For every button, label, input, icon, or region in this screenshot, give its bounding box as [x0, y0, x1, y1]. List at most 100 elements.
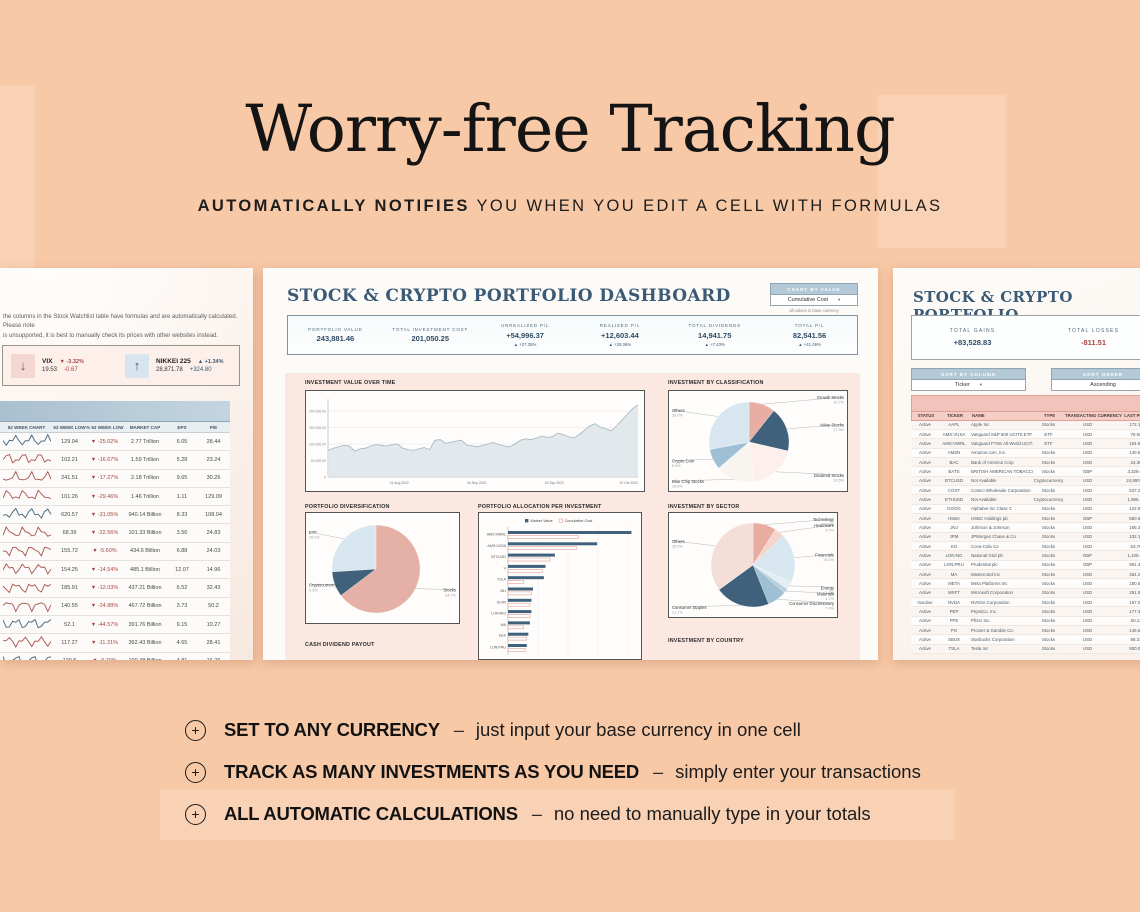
stat-label: UNREALIZED P/L: [500, 323, 550, 328]
chart-label: 15.6%: [672, 485, 683, 489]
page-subtitle: AUTOMATICALLY NOTIFIES YOU WHEN YOU EDIT…: [0, 197, 1140, 216]
eps-cell: 3.56: [176, 530, 188, 537]
week-low-cell: 140.55: [61, 603, 78, 610]
sparkline-cell: [0, 598, 53, 615]
week-low-cell: 185.91: [61, 585, 78, 592]
chart-label: Blue Chip Stocks: [672, 479, 704, 484]
chart-label: Financials: [815, 552, 834, 557]
portfolio-row: Active AAPL Apple Inc Stocks USD 172.10: [911, 420, 1140, 430]
pie-slice: [331, 524, 377, 572]
pe-cell: 24.83: [206, 530, 221, 537]
portfolio-cell: AMS:VUSA: [942, 431, 966, 437]
feature-dash: –: [531, 803, 542, 824]
eps-cell: 4.65: [176, 639, 188, 646]
portfolio-row: Inactive NVDA NVIDIA Corporation Stocks USD 1…: [911, 598, 1140, 608]
dropdown-value[interactable]: Ascending: [1051, 380, 1140, 391]
eps-cell: 12.07: [175, 566, 189, 573]
pe-cell: 16.26: [197, 658, 230, 660]
legend-swatch: [525, 519, 529, 523]
portfolio-cell: Stocks: [1041, 627, 1056, 633]
portfolio-cell: USD: [1082, 581, 1093, 587]
bar-cumulative-cost: [507, 625, 524, 630]
market-cap-cell: 434.6 Billion: [130, 548, 160, 555]
column-header: NAME: [972, 413, 985, 419]
label-line: [777, 599, 834, 604]
portfolio-cell: META: [948, 581, 960, 587]
pe-cell: 108.04: [205, 511, 222, 518]
portfolio-cell: USD: [1082, 590, 1093, 596]
feature-dash: –: [653, 761, 664, 782]
watchlist-note: the columns in the Stock Watchlist table…: [3, 313, 251, 341]
chart-label: 100,000.00: [309, 442, 326, 446]
label-line: [672, 459, 714, 461]
portfolio-cell: Not Available: [971, 496, 997, 502]
arrow-down-icon: ↓: [11, 353, 35, 378]
week-low-cell: 52.1: [64, 621, 75, 628]
stat-label: TOTAL P/L: [794, 323, 825, 328]
eps-cell: 1.11: [176, 493, 188, 500]
portfolio-cell: National Grid plc: [971, 552, 1004, 558]
eps-cell: 9.65: [176, 475, 188, 482]
chart-label: 19.5%: [833, 479, 844, 483]
dropdown-value[interactable]: Cumulative Cost ▾: [770, 295, 858, 306]
chart-label: AMS:VWRL: [487, 533, 506, 537]
portfolio-cell: Active: [919, 459, 931, 465]
sparkline-chart: [2, 602, 51, 613]
week-low-pct-cell: ▼ -22.56%: [90, 530, 119, 537]
portfolio-cell: Coca-Cola Co: [971, 543, 999, 549]
bar-cumulative-cost: [507, 557, 551, 562]
portfolio-cell: 1,109.50: [1127, 552, 1140, 558]
week-low-cell: 154.25: [61, 566, 78, 573]
column-header: % 52 WEEK LOW: [86, 424, 124, 430]
week-low-cell: 102.21: [61, 456, 78, 463]
week-low-cell: 155.72: [61, 548, 78, 555]
portfolio-cell: AMZN: [947, 450, 961, 456]
sparkline-chart: [2, 470, 51, 481]
week-low-pct-cell: ▼ -25.02%: [90, 438, 119, 445]
column-header: TYPE: [1043, 413, 1056, 419]
watchlist-row: 620.57 ▼ -31.05% 940.14 Billion 8.33 108.04: [0, 506, 230, 525]
portfolio-cell: Active: [919, 637, 931, 643]
portfolio-cell: USD: [1082, 543, 1093, 549]
chart-label: Materials: [817, 591, 834, 596]
sparkline-cell: [0, 616, 53, 633]
portfolio-cell: LON:PRU: [944, 562, 964, 568]
label-line: [764, 518, 834, 525]
portfolio-cell: Tesla Inc: [971, 646, 989, 652]
portfolio-cell: 354.27: [1129, 571, 1140, 577]
ticker-name: VIX: [42, 358, 53, 365]
sparkline-chart: [2, 433, 51, 447]
sparkline-cell: [0, 561, 53, 578]
sort-order-dropdown[interactable]: SORT ORDER Ascending: [1051, 368, 1140, 391]
market-row: 19.53 -0.67: [42, 367, 84, 373]
feature-item: + SET TO ANY CURRENCY – just input your bas…: [185, 716, 921, 744]
watchlist-row: 185.91 ▼ -12.03% 437.21 Billion 6.52 32.43: [0, 579, 230, 598]
portfolio-cell: 78.56: [1130, 431, 1140, 437]
sort-by-column-dropdown[interactable]: SORT BY COLUMN Ticker ▾: [911, 368, 1026, 391]
portfolio-cell: HSBC Holdings plc: [971, 515, 1009, 521]
portfolio-row: Active AMZN Amazon.com, Inc. Stocks USD 140.5…: [911, 448, 1140, 458]
chart-label: 21.1%: [672, 611, 683, 615]
chart-by-value-dropdown[interactable]: CHART BY VALUE Cumulative Cost ▾ all val…: [770, 283, 858, 313]
chart-label: Others: [672, 539, 685, 544]
portfolio-cell: Active: [919, 506, 931, 512]
portfolio-cell: Procter & Gamble Co.: [971, 627, 1014, 633]
chart-label: ETF: [309, 530, 317, 535]
portfolio-cell: Active: [919, 581, 931, 587]
eps-cell: 3.73: [176, 603, 188, 610]
portfolio-cell: 63.70: [1130, 543, 1140, 549]
chart-label: Cryptocurrency: [309, 583, 338, 588]
portfolio-cell: 900.09: [1129, 646, 1140, 652]
eps-cell: 5.28: [176, 456, 188, 463]
portfolio-cell: Stocks: [1041, 487, 1056, 493]
portfolio-cell: 991.30: [1129, 562, 1140, 568]
portfolio-cell: Starbucks Corporation: [971, 637, 1015, 643]
dropdown-value[interactable]: Ticker ▾: [911, 380, 1026, 391]
portfolio-cell: Bank of America Corp: [971, 459, 1014, 465]
bar-market-value: [508, 644, 527, 647]
portfolio-cell: Johnson & Johnson: [971, 524, 1010, 530]
chart-title-diversification: PORTFOLIO DIVERSIFICATION: [305, 504, 390, 510]
portfolio-cell: GBP: [1082, 562, 1093, 568]
chart-label: 26.0%: [309, 536, 320, 540]
